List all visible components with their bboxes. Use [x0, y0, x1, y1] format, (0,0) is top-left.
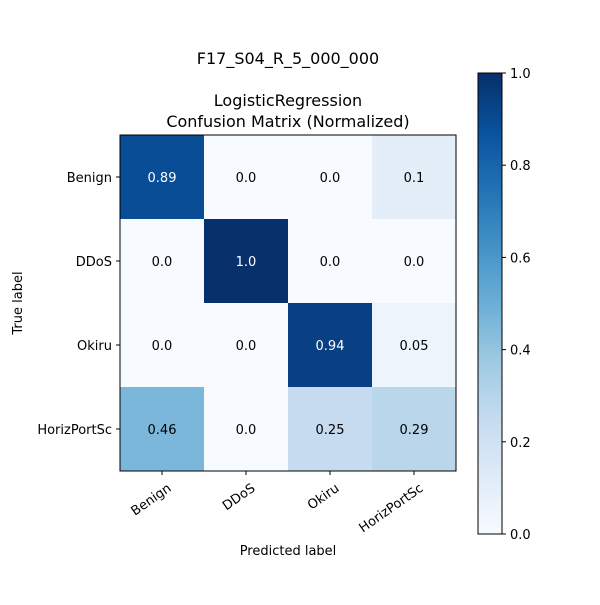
colorbar-tick-label: 0.0 — [510, 528, 531, 543]
cell-value-label: 0.0 — [404, 255, 425, 270]
colorbar-ticks: 0.0 0.2 0.4 0.6 0.8 1.0 — [502, 67, 531, 543]
y-axis-label: True label — [11, 271, 26, 335]
cell-value-label: 0.0 — [320, 255, 341, 270]
cell-value-label: 0.0 — [320, 171, 341, 186]
heatmap-cell — [288, 135, 372, 219]
heatmap-cell — [120, 135, 204, 219]
heatmap-cell — [204, 387, 288, 471]
cell-value-label: 0.0 — [152, 255, 173, 270]
y-tick-label: Okiru — [77, 339, 112, 354]
cell-value-label: 0.0 — [236, 339, 257, 354]
figure-suptitle: F17_S04_R_5_000_000 — [197, 49, 379, 69]
cell-value-label: 0.0 — [236, 171, 257, 186]
cell-value-label: 1.0 — [236, 255, 257, 270]
heatmap-cells — [120, 135, 456, 471]
plot-frame — [119, 134, 457, 472]
x-axis-ticks: Benign DDoS Okiru HorizPortSc — [129, 471, 427, 536]
colorbar-tick-label: 1.0 — [510, 67, 531, 82]
x-axis-label: Predicted label — [240, 544, 337, 559]
cell-value-label: 0.46 — [148, 423, 177, 438]
colorbar-tick-label: 0.8 — [510, 159, 531, 174]
heatmap-cell — [120, 219, 204, 303]
heatmap-cell — [204, 303, 288, 387]
heatmap-cell — [204, 135, 288, 219]
cell-value-label: 0.29 — [400, 423, 429, 438]
heatmap-cell — [204, 219, 288, 303]
heatmap-cell — [372, 387, 456, 471]
heatmap-cell — [372, 135, 456, 219]
cell-value-label: 0.25 — [316, 423, 345, 438]
chart-title-line1: LogisticRegression — [214, 91, 362, 110]
heatmap-cell — [288, 303, 372, 387]
colorbar-tick-label: 0.2 — [510, 436, 531, 451]
x-tick-label: Benign — [129, 481, 175, 519]
heatmap-cell — [120, 303, 204, 387]
y-tick-label: DDoS — [76, 255, 112, 270]
heatmap-cell — [120, 387, 204, 471]
y-axis-ticks: Benign DDoS Okiru HorizPortSc — [37, 171, 120, 438]
heatmap-cell — [372, 219, 456, 303]
heatmap-cell — [288, 219, 372, 303]
heatmap-cell-labels: 0.89 0.0 0.0 0.1 0.0 1.0 0.0 0.0 0.0 0.0 0.94 0.05 0… — [148, 171, 429, 438]
cell-value-label: 0.0 — [236, 423, 257, 438]
x-tick-label: Okiru — [305, 481, 342, 513]
cell-value-label: 0.89 — [148, 171, 177, 186]
cell-value-label: 0.1 — [404, 171, 425, 186]
x-tick-label: HorizPortSc — [357, 481, 427, 536]
colorbar-tick-label: 0.6 — [510, 251, 531, 266]
y-tick-label: HorizPortSc — [37, 423, 112, 438]
y-tick-label: Benign — [67, 171, 112, 186]
cell-value-label: 0.0 — [152, 339, 173, 354]
cell-value-label: 0.05 — [400, 339, 429, 354]
colorbar — [477, 72, 503, 535]
heatmap-cell — [372, 303, 456, 387]
heatmap-cell — [288, 387, 372, 471]
chart-title-line2: Confusion Matrix (Normalized) — [166, 112, 409, 131]
colorbar-tick-label: 0.4 — [510, 344, 531, 359]
x-tick-label: DDoS — [220, 481, 258, 514]
cell-value-label: 0.94 — [316, 339, 345, 354]
